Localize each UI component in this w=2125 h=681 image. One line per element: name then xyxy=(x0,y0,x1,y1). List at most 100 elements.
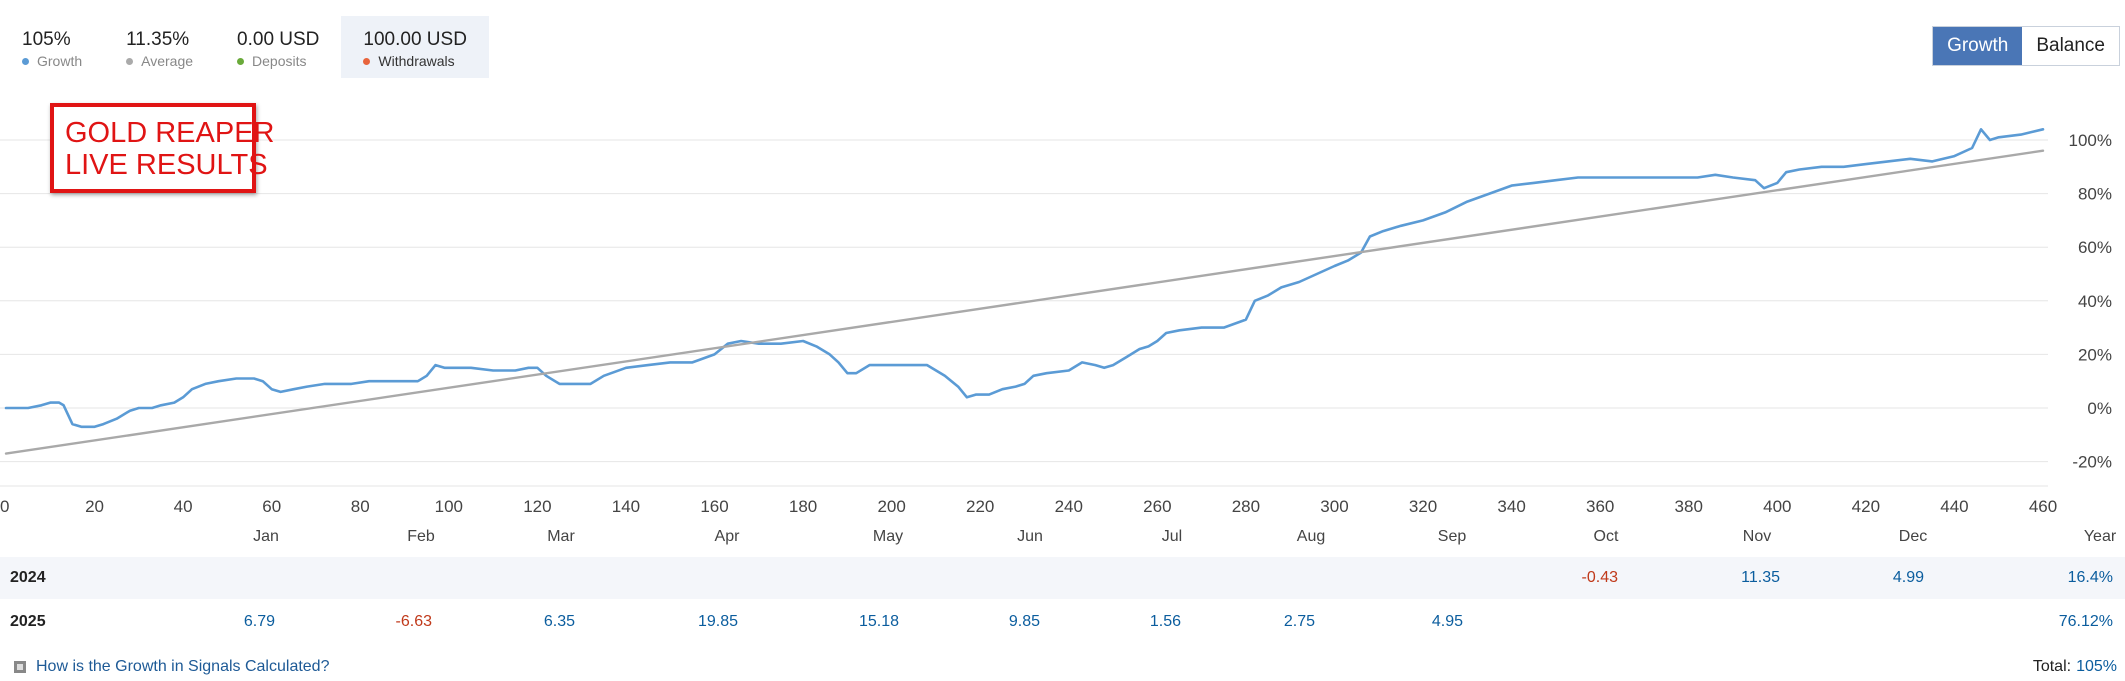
live-results-banner: GOLD REAPER LIVE RESULTS xyxy=(50,103,275,193)
stat-deposits[interactable]: 0.00 USD Deposits xyxy=(215,16,341,78)
x-tick-label: 200 xyxy=(877,497,905,516)
stat-deposits-value: 0.00 USD xyxy=(237,29,320,50)
balance-tab[interactable]: Balance xyxy=(2022,27,2119,65)
y-tick-label: 20% xyxy=(2078,345,2112,364)
x-tick-label: 220 xyxy=(966,497,994,516)
total-value: 105% xyxy=(2076,658,2117,675)
x-tick-label: 460 xyxy=(2029,497,2057,516)
stat-growth[interactable]: 105% Growth xyxy=(0,16,104,78)
x-axis-labels: 0 20 40 60 80 100 120 140 160 180 200 220 240 260 280 3… xyxy=(0,497,2057,516)
month-header: Jan Feb Mar Apr May Jun Jul Aug Sep Oct … xyxy=(0,528,2125,550)
stat-growth-value: 105% xyxy=(22,29,71,50)
month-header-cell: Nov xyxy=(1742,528,1772,545)
growth-tab[interactable]: Growth xyxy=(1933,27,2023,65)
chart-mode-toggle: Growth Balance xyxy=(1932,26,2120,66)
cell-value: 15.18 xyxy=(858,613,899,630)
stat-withdrawals-label: Withdrawals xyxy=(378,53,455,69)
y-tick-label: 0% xyxy=(2087,399,2112,418)
x-tick-label: 280 xyxy=(1232,497,1260,516)
row-year: 2024 xyxy=(10,569,46,586)
x-tick-label: 140 xyxy=(612,497,640,516)
x-tick-label: 400 xyxy=(1763,497,1791,516)
x-tick-label: 100 xyxy=(435,497,463,516)
stat-withdrawals-value: 100.00 USD xyxy=(363,29,467,50)
chart-series xyxy=(4,128,2045,455)
cell-value: 6.79 xyxy=(243,613,275,630)
y-tick-label: 60% xyxy=(2078,238,2112,257)
cell-value: 2.75 xyxy=(1283,613,1315,630)
x-tick-label: 0 xyxy=(0,497,9,516)
deposits-dot-icon xyxy=(237,57,245,65)
month-header-cell: Jun xyxy=(1017,528,1043,545)
x-tick-label: 180 xyxy=(789,497,817,516)
month-header-cell: Jan xyxy=(253,528,279,545)
cell-value: 1.56 xyxy=(1149,613,1181,630)
month-header-cell: Mar xyxy=(547,528,575,545)
growth-series-line xyxy=(4,128,2045,429)
month-header-cell: Apr xyxy=(714,528,740,545)
withdrawals-dot-icon xyxy=(363,57,371,65)
month-header-cell: Sep xyxy=(1437,528,1467,545)
stat-average-label: Average xyxy=(141,53,194,69)
x-tick-label: 160 xyxy=(700,497,728,516)
cell-value: -6.63 xyxy=(395,613,432,630)
x-tick-label: 60 xyxy=(262,497,281,516)
help-icon xyxy=(14,661,26,673)
average-trend-line xyxy=(4,149,2045,455)
stat-growth-label: Growth xyxy=(37,53,83,69)
total-growth: Total: 105% xyxy=(2033,658,2117,676)
stat-average[interactable]: 11.35% Average xyxy=(104,16,215,78)
cell-value: 76.12% xyxy=(2058,613,2113,630)
cell-value: 11.35 xyxy=(1741,569,1780,586)
banner-line-2: LIVE RESULTS xyxy=(65,149,268,181)
x-tick-label: 360 xyxy=(1586,497,1614,516)
x-tick-label: 260 xyxy=(1143,497,1171,516)
x-tick-label: 20 xyxy=(85,497,104,516)
growth-dot-icon xyxy=(22,57,29,65)
cell-value: -0.43 xyxy=(1581,569,1618,586)
x-tick-label: 380 xyxy=(1675,497,1703,516)
x-tick-label: 40 xyxy=(174,497,193,516)
month-header-cell: Aug xyxy=(1296,528,1326,545)
table-row: 2025 6.79 -6.63 6.35 19.85 15.18 9.85 1.… xyxy=(0,601,2125,643)
x-tick-label: 300 xyxy=(1320,497,1348,516)
x-tick-label: 440 xyxy=(1940,497,1968,516)
growth-calculation-help-link[interactable]: How is the Growth in Signals Calculated? xyxy=(14,658,329,676)
growth-chart: -20% 0% 20% 40% 60% 80% 100% 0 20 40 60 80 100 120 14… xyxy=(0,128,2112,516)
banner-line-1: GOLD REAPER xyxy=(65,117,275,149)
y-tick-label: 80% xyxy=(2078,185,2112,204)
x-tick-label: 320 xyxy=(1409,497,1437,516)
cell-value: 4.95 xyxy=(1431,613,1463,630)
cell-value: 6.35 xyxy=(543,613,575,630)
x-tick-label: 120 xyxy=(523,497,551,516)
y-tick-label: 100% xyxy=(2069,131,2112,150)
y-tick-label: 40% xyxy=(2078,292,2112,311)
row-year: 2025 xyxy=(10,613,46,630)
summary-stats: 105% Growth 11.35% Average 0.00 USD Depo… xyxy=(0,16,489,78)
month-header-cell: Year xyxy=(2083,528,2117,545)
month-header-cell: Oct xyxy=(1593,528,1619,545)
cell-value: 16.4% xyxy=(2067,569,2113,586)
stat-average-value: 11.35% xyxy=(126,29,190,50)
total-label: Total: xyxy=(2032,658,2072,675)
average-dot-icon xyxy=(126,57,134,65)
cell-value: 4.99 xyxy=(1892,569,1924,586)
x-tick-label: 340 xyxy=(1497,497,1525,516)
x-tick-label: 240 xyxy=(1055,497,1083,516)
chart-grid xyxy=(0,139,2048,487)
table-footer: How is the Growth in Signals Calculated?… xyxy=(0,654,2125,678)
y-axis-labels: -20% 0% 20% 40% 60% 80% 100% xyxy=(2069,131,2112,472)
x-tick-label: 80 xyxy=(351,497,370,516)
help-link-text: How is the Growth in Signals Calculated? xyxy=(36,658,330,675)
stat-deposits-label: Deposits xyxy=(252,53,307,69)
y-tick-label: -20% xyxy=(2072,453,2112,472)
month-header-cell: Feb xyxy=(407,528,435,545)
month-header-cell: May xyxy=(872,528,904,545)
x-tick-label: 420 xyxy=(1852,497,1880,516)
month-header-cell: Jul xyxy=(1161,528,1183,545)
cell-value: 19.85 xyxy=(697,613,738,630)
table-row: 2024 -0.43 11.35 4.99 16.4% xyxy=(0,557,2125,599)
stat-withdrawals[interactable]: 100.00 USD Withdrawals xyxy=(341,16,489,78)
month-header-cell: Dec xyxy=(1898,528,1928,545)
cell-value: 9.85 xyxy=(1008,613,1040,630)
